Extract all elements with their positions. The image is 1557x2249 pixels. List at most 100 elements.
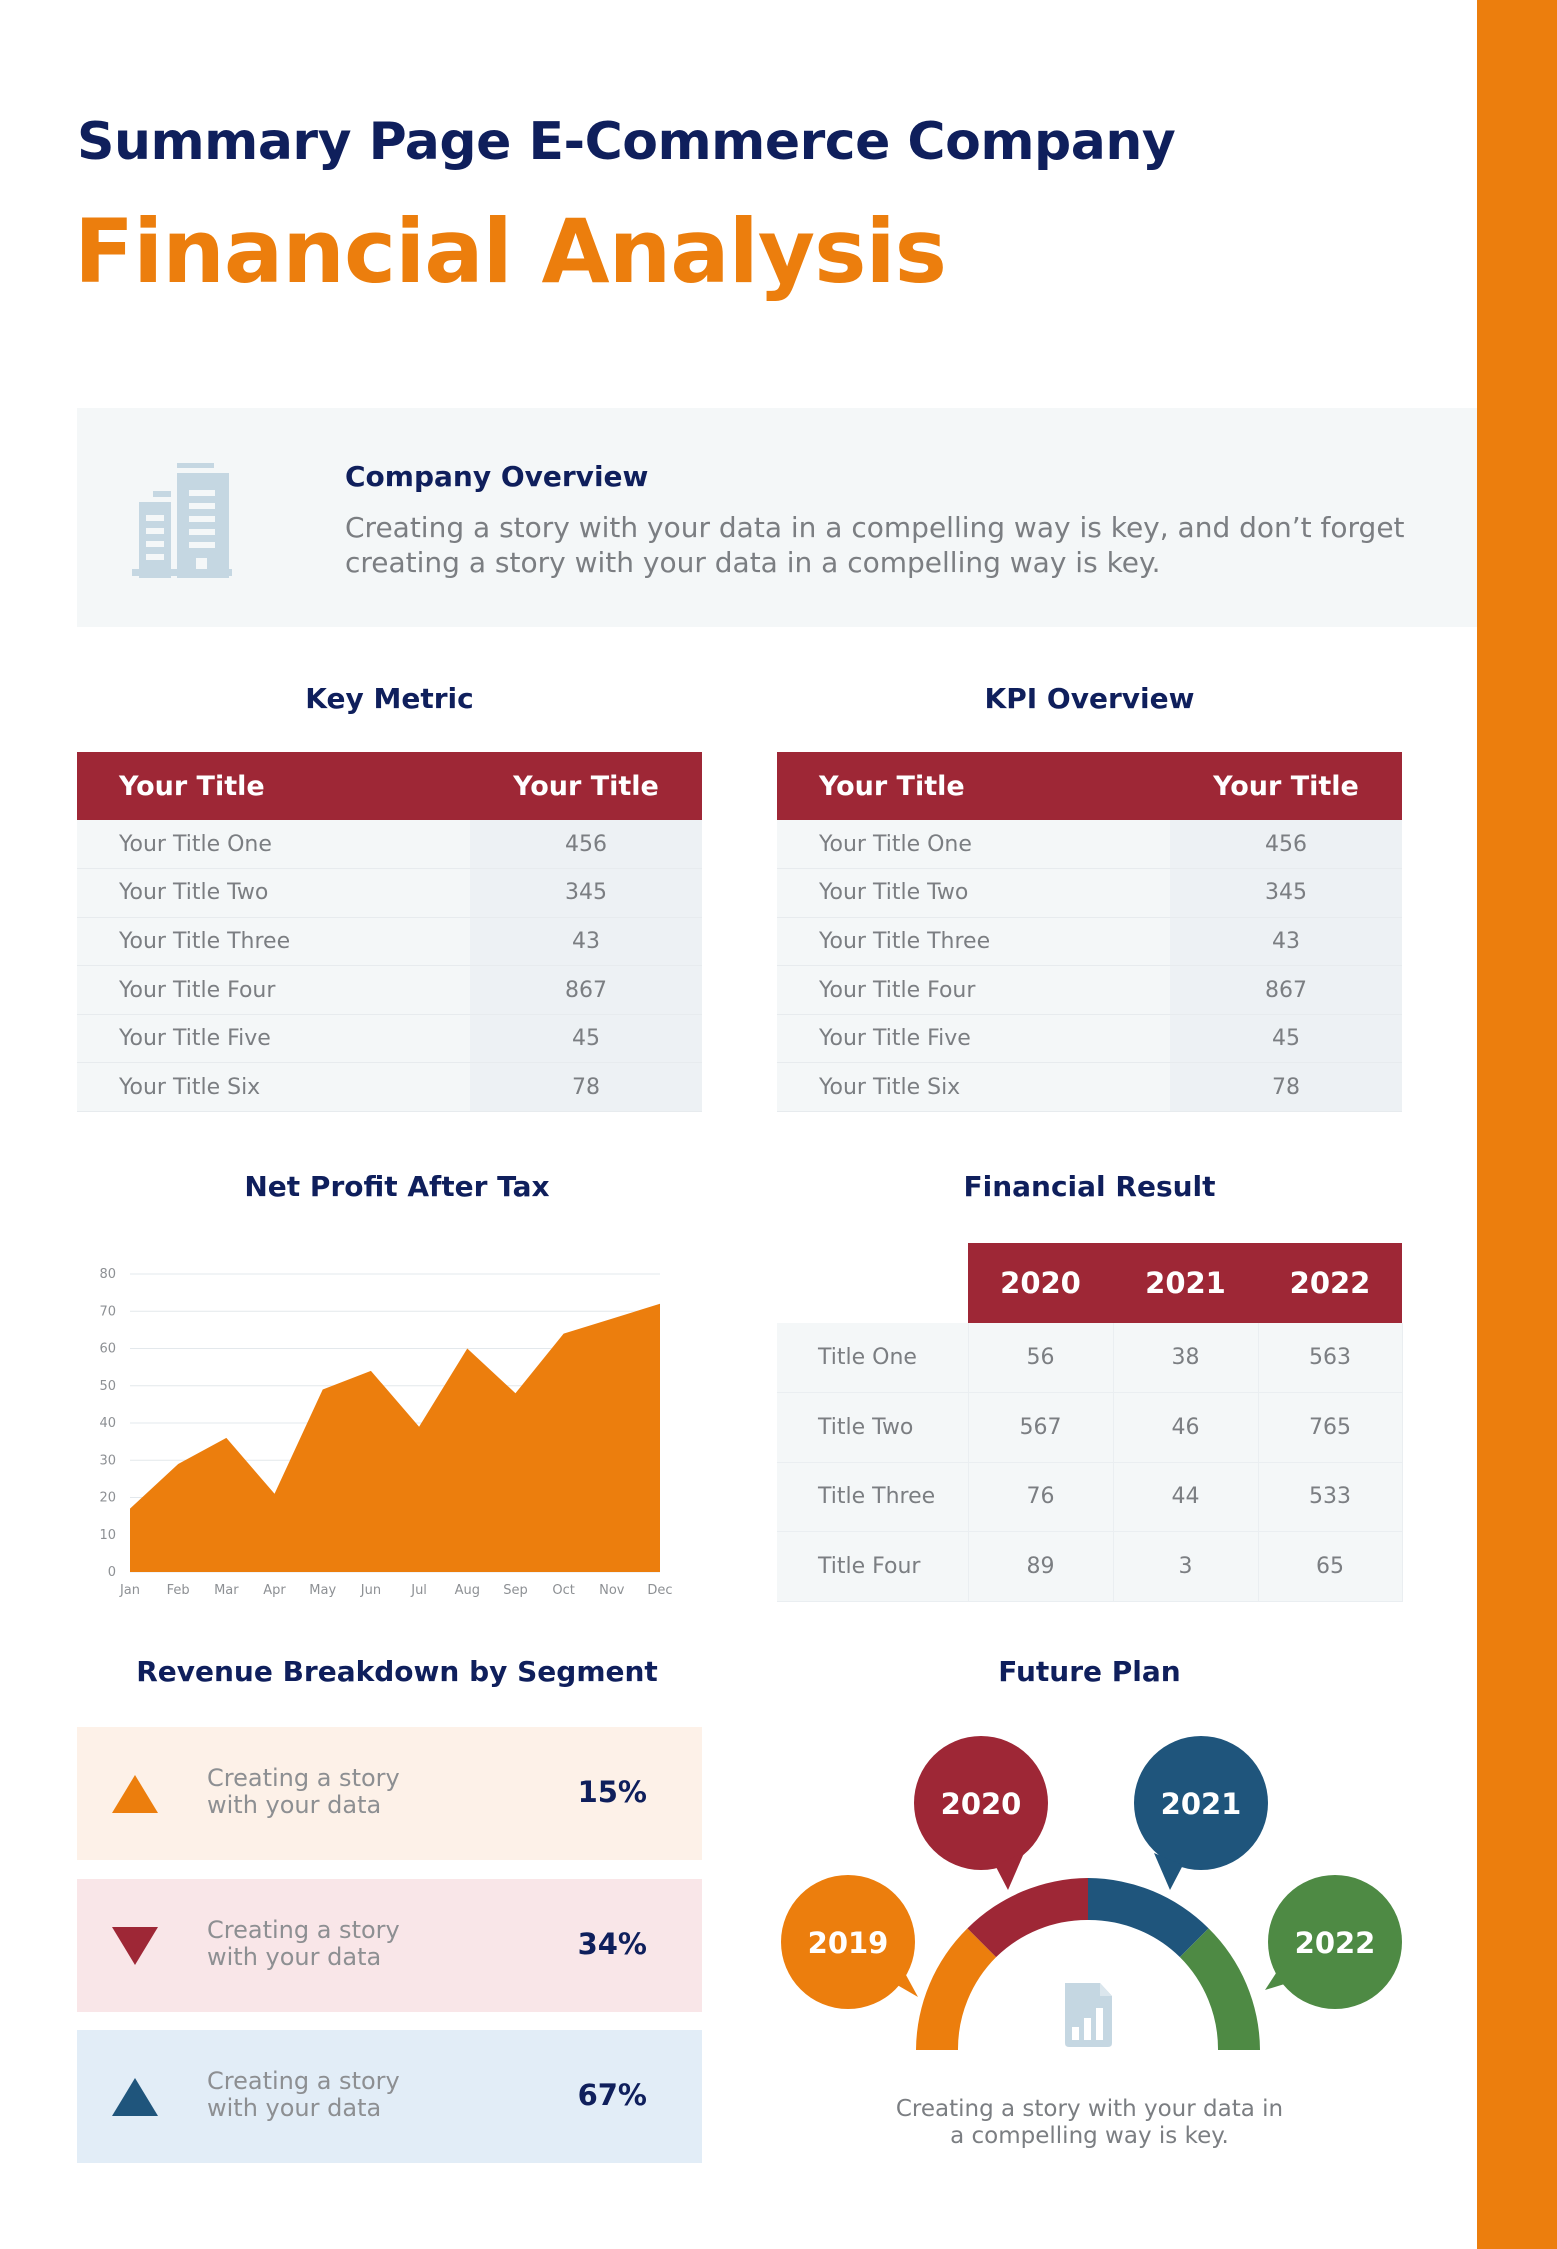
row-value: 43 [1170,917,1402,967]
x-tick-label: Sep [503,1583,528,1598]
net-profit-title: Net Profit After Tax [244,1170,550,1203]
net-profit-area-chart: 0 10 20 30 40 50 60 70 80 Jan Feb Mar Apr May Jun Jul Au… [99,1267,672,1598]
row-label: Your Title Two [777,868,1170,918]
row-label: Title Two [777,1392,969,1463]
x-tick-label: Jul [410,1583,427,1598]
row-label: Your Title Five [77,1014,470,1064]
x-tick-label: May [309,1583,336,1598]
svg-text:2021: 2021 [1161,1787,1242,1821]
cell-value: 533 [1258,1462,1403,1532]
table-row: Your Title Three 43 [777,917,1402,967]
row-value: 867 [1170,965,1402,1015]
cell-value: 563 [1258,1323,1403,1393]
column-header: Your Title [777,752,1170,820]
row-label: Your Title Six [77,1062,470,1113]
table-header-row: Your Title Your Title [77,752,702,820]
cell-value: 65 [1258,1531,1403,1602]
svg-text:2019: 2019 [808,1926,889,1960]
triangle-up-icon [112,2078,158,2116]
column-header: Your Title [470,752,702,820]
column-header: Your Title [1170,752,1402,820]
table-row: Your Title Six 78 [777,1062,1402,1113]
svg-text:2022: 2022 [1295,1926,1376,1960]
svg-text:2020: 2020 [941,1787,1022,1821]
table-row: Your Title Four 867 [77,965,702,1015]
future-plan-caption: Creating a story with your data in a comp… [895,2096,1284,2149]
cell-value: 44 [1113,1462,1259,1532]
milestone-bubble-2020: 2020 [914,1736,1048,1890]
segment-text: Creating a story with your data [207,1764,400,1819]
row-label: Title Three [777,1462,969,1532]
row-value: 45 [1170,1014,1402,1064]
kpi-overview-table: Your Title Your Title Your Title One 456 … [777,752,1402,1113]
orange-side-bar [1477,0,1557,2249]
table-header-row: Your Title Your Title [777,752,1402,820]
year-header: 2022 [1258,1243,1402,1323]
cell-value: 56 [968,1323,1114,1393]
area-series [130,1303,660,1572]
milestone-bubble-2022: 2022 [1265,1875,1402,2009]
row-value: 456 [1170,820,1402,870]
table-row: Title Three 76 44 533 [777,1462,1403,1532]
y-tick-label: 20 [99,1491,116,1506]
row-value: 867 [470,965,702,1015]
table-row: Your Title Two 345 [777,868,1402,918]
segment-percent: 34% [577,1927,647,1961]
table-row: Title Two 567 46 765 [777,1392,1403,1463]
x-tick-label: Mar [214,1583,239,1598]
overview-text: Creating a story with your data in a com… [345,511,1405,579]
table-row: Your Title One 456 [77,820,702,870]
key-metric-table: Your Title Your Title Your Title One 456 … [77,752,702,1113]
building-icon [132,463,232,578]
x-tick-label: Apr [263,1583,286,1598]
segment-text: Creating a story with your data [207,2067,400,2122]
blank-header [777,1243,968,1323]
row-value: 43 [470,917,702,967]
year-header: 2021 [1113,1243,1258,1323]
y-tick-label: 30 [99,1453,116,1468]
segment-percent: 67% [577,2078,647,2112]
segment-text: Creating a story with your data [207,1916,400,1971]
year-header: 2020 [968,1243,1113,1323]
overview-title: Company Overview [345,460,649,493]
triangle-down-icon [112,1927,158,1965]
cell-value: 89 [968,1531,1114,1602]
row-value: 45 [470,1014,702,1064]
kpi-overview-title: KPI Overview [984,682,1195,715]
row-label: Your Title One [77,820,470,870]
row-label: Your Title Five [777,1014,1170,1064]
report-chart-icon [1065,1983,1112,2047]
table-row: Your Title One 456 [777,820,1402,870]
row-label: Your Title Six [777,1062,1170,1113]
row-label: Title Four [777,1531,969,1602]
row-label: Your Title Two [77,868,470,918]
x-tick-label: Feb [167,1583,190,1598]
future-plan-diagram: 2019 2020 2021 2022 [781,1736,1402,2050]
milestone-bubble-2021: 2021 [1134,1736,1268,1890]
timeline-arc [916,1878,1260,2050]
x-tick-label: Aug [455,1583,480,1598]
row-value: 345 [470,868,702,918]
page-title: Summary Page E-Commerce Company [77,112,1176,172]
y-tick-label: 80 [99,1267,116,1282]
milestone-bubble-2019: 2019 [781,1875,918,2009]
y-tick-label: 70 [99,1304,116,1319]
y-tick-label: 0 [108,1565,116,1580]
revenue-segment-card: Creating a story with your data 15% [77,1727,702,1860]
x-tick-label: Nov [599,1583,625,1598]
financial-result-table: 2020 2021 2022 Title One 56 38 563 Title… [777,1243,1403,1602]
triangle-up-icon [112,1775,158,1813]
table-row: Title Four 89 3 65 [777,1531,1403,1602]
key-metric-title: Key Metric [305,682,474,715]
table-row: Your Title Five 45 [77,1014,702,1064]
x-tick-label: Jun [360,1583,381,1598]
x-tick-label: Dec [647,1583,672,1598]
cell-value: 46 [1113,1392,1259,1463]
y-tick-label: 40 [99,1416,116,1431]
row-value: 78 [470,1062,702,1113]
x-tick-label: Jan [119,1583,140,1598]
financial-result-title: Financial Result [963,1170,1216,1203]
row-label: Title One [777,1323,969,1393]
revenue-segment-card: Creating a story with your data 67% [77,2030,702,2163]
revenue-breakdown-title: Revenue Breakdown by Segment [136,1655,658,1688]
